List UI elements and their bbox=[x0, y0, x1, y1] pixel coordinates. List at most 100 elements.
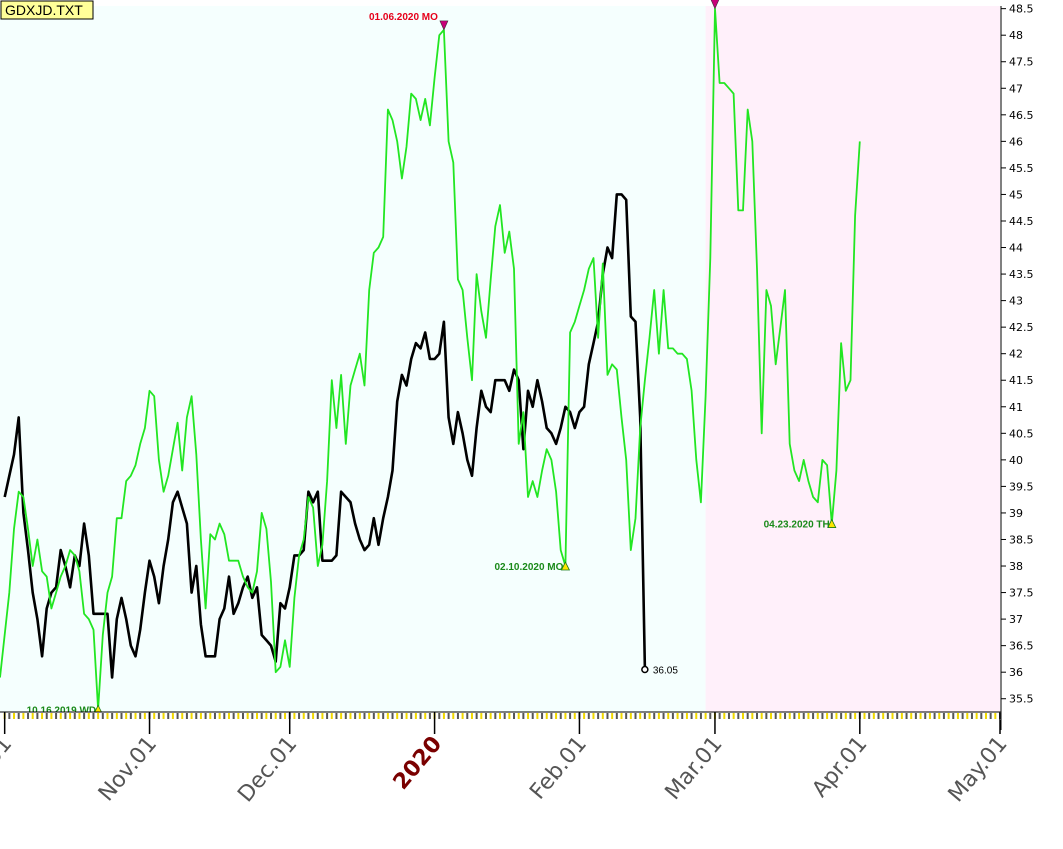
x-minor-tick-96 bbox=[452, 713, 455, 719]
x-minor-tick-81 bbox=[382, 713, 385, 719]
low-label-2: 02.10.2020 MO bbox=[494, 562, 563, 573]
y-tick-label-7: 39 bbox=[1009, 507, 1023, 520]
x-minor-tick-47 bbox=[223, 713, 226, 719]
series-line-1 bbox=[0, 7, 861, 711]
x-minor-tick-46 bbox=[218, 713, 221, 719]
high-label-1: 01.06.2020 MO bbox=[369, 12, 438, 23]
x-minor-tick-59 bbox=[279, 713, 282, 719]
x-minor-tick-195 bbox=[914, 713, 917, 719]
x-minor-tick-91 bbox=[428, 713, 431, 719]
background-shading bbox=[0, 6, 1000, 712]
x-minor-tick-10 bbox=[50, 713, 53, 719]
x-minor-tick-83 bbox=[391, 713, 394, 719]
x-minor-tick-104 bbox=[489, 713, 492, 719]
x-minor-tick-86 bbox=[405, 713, 408, 719]
x-minor-tick-151 bbox=[709, 713, 712, 719]
x-minor-tick-99 bbox=[466, 713, 469, 719]
x-minor-tick-75 bbox=[354, 713, 357, 719]
low-marker-2 bbox=[560, 561, 571, 571]
x-minor-tick-106 bbox=[499, 713, 501, 719]
x-minor-tick-65 bbox=[307, 713, 310, 719]
x-minor-tick-50 bbox=[237, 713, 240, 719]
x-minor-tick-40 bbox=[190, 713, 193, 719]
x-minor-tick-140 bbox=[657, 713, 660, 719]
x-minor-tick-53 bbox=[251, 713, 254, 719]
y-tick-label-23: 47 bbox=[1009, 82, 1023, 95]
x-minor-tick-139 bbox=[653, 713, 656, 719]
x-minor-tick-4 bbox=[22, 713, 25, 719]
x-minor-tick-149 bbox=[699, 713, 702, 719]
x-minor-tick-105 bbox=[494, 713, 497, 719]
x-minor-tick-207 bbox=[970, 713, 973, 719]
x-minor-tick-110 bbox=[517, 713, 520, 719]
x-minor-tick-52 bbox=[246, 713, 249, 719]
x-minor-tick-156 bbox=[732, 713, 735, 719]
x-minor-tick-189 bbox=[886, 713, 889, 719]
x-minor-tick-49 bbox=[232, 713, 235, 719]
x-minor-tick-6 bbox=[31, 713, 34, 719]
x-minor-tick-74 bbox=[349, 713, 352, 719]
x-minor-tick-26 bbox=[125, 713, 128, 719]
x-minor-tick-138 bbox=[648, 713, 651, 719]
x-minor-tick-164 bbox=[770, 713, 773, 719]
x-minor-tick-191 bbox=[896, 713, 899, 719]
x-minor-tick-109 bbox=[513, 713, 516, 719]
x-minor-tick-51 bbox=[241, 713, 244, 719]
x-minor-tick-209 bbox=[980, 713, 983, 719]
y-tick-label-1: 36 bbox=[1009, 666, 1023, 679]
x-minor-tick-147 bbox=[690, 713, 693, 719]
x-minor-tick-84 bbox=[396, 713, 399, 719]
x-minor-tick-1 bbox=[8, 713, 11, 719]
x-minor-tick-25 bbox=[120, 713, 123, 719]
x-minor-tick-128 bbox=[601, 713, 604, 719]
x-minor-tick-85 bbox=[400, 713, 403, 719]
y-tick-label-19: 45 bbox=[1009, 188, 1023, 201]
x-minor-tick-159 bbox=[746, 713, 749, 719]
x-minor-tick-29 bbox=[139, 713, 142, 719]
x-minor-tick-166 bbox=[779, 713, 782, 719]
y-tick-label-6: 38.5 bbox=[1009, 533, 1034, 546]
x-minor-tick-101 bbox=[475, 713, 478, 719]
x-minor-tick-148 bbox=[695, 713, 698, 719]
x-minor-tick-155 bbox=[727, 713, 730, 719]
x-minor-tick-212 bbox=[994, 713, 997, 719]
x-minor-tick-32 bbox=[153, 713, 156, 719]
x-minor-tick-135 bbox=[634, 713, 637, 719]
x-minor-tick-132 bbox=[620, 713, 623, 719]
x-tick-label-5: Mar.01 bbox=[661, 732, 728, 805]
x-minor-tick-80 bbox=[377, 713, 380, 719]
x-minor-tick-158 bbox=[741, 713, 744, 719]
x-minor-tick-64 bbox=[302, 713, 305, 719]
series-layer: 36.05 bbox=[0, 7, 861, 711]
x-tick-label-4: Feb.01 bbox=[525, 732, 592, 805]
shade-region-0 bbox=[0, 6, 706, 712]
x-minor-tick-172 bbox=[807, 713, 810, 719]
x-minor-tick-116 bbox=[545, 713, 548, 719]
x-minor-tick-102 bbox=[480, 713, 483, 719]
x-minor-tick-88 bbox=[414, 713, 417, 719]
last-value-label: 36.05 bbox=[653, 666, 678, 677]
x-minor-tick-78 bbox=[368, 713, 371, 719]
y-tick-label-20: 45.5 bbox=[1009, 162, 1034, 175]
y-tick-label-0: 35.5 bbox=[1009, 693, 1034, 706]
x-minor-tick-66 bbox=[312, 713, 315, 719]
x-minor-tick-157 bbox=[737, 713, 740, 719]
x-minor-tick-162 bbox=[760, 713, 763, 719]
x-minor-tick-100 bbox=[470, 713, 473, 719]
y-tick-label-21: 46 bbox=[1009, 135, 1023, 148]
x-minor-tick-55 bbox=[260, 713, 263, 719]
x-minor-tick-67 bbox=[316, 713, 319, 719]
high-label-3: 03.25.2020 WD bbox=[639, 0, 709, 2]
y-tick-label-24: 47.5 bbox=[1009, 56, 1034, 69]
x-minor-tick-87 bbox=[410, 713, 413, 719]
x-minor-tick-114 bbox=[536, 713, 539, 719]
x-minor-tick-24 bbox=[115, 713, 118, 719]
x-minor-tick-203 bbox=[952, 713, 955, 719]
x-minor-tick-94 bbox=[442, 713, 445, 719]
low-marker-4 bbox=[827, 518, 837, 528]
x-minor-tick-127 bbox=[597, 713, 600, 719]
x-minor-tick-18 bbox=[87, 713, 90, 719]
y-tick-label-25: 48 bbox=[1009, 29, 1023, 42]
x-minor-tick-7 bbox=[36, 713, 39, 719]
